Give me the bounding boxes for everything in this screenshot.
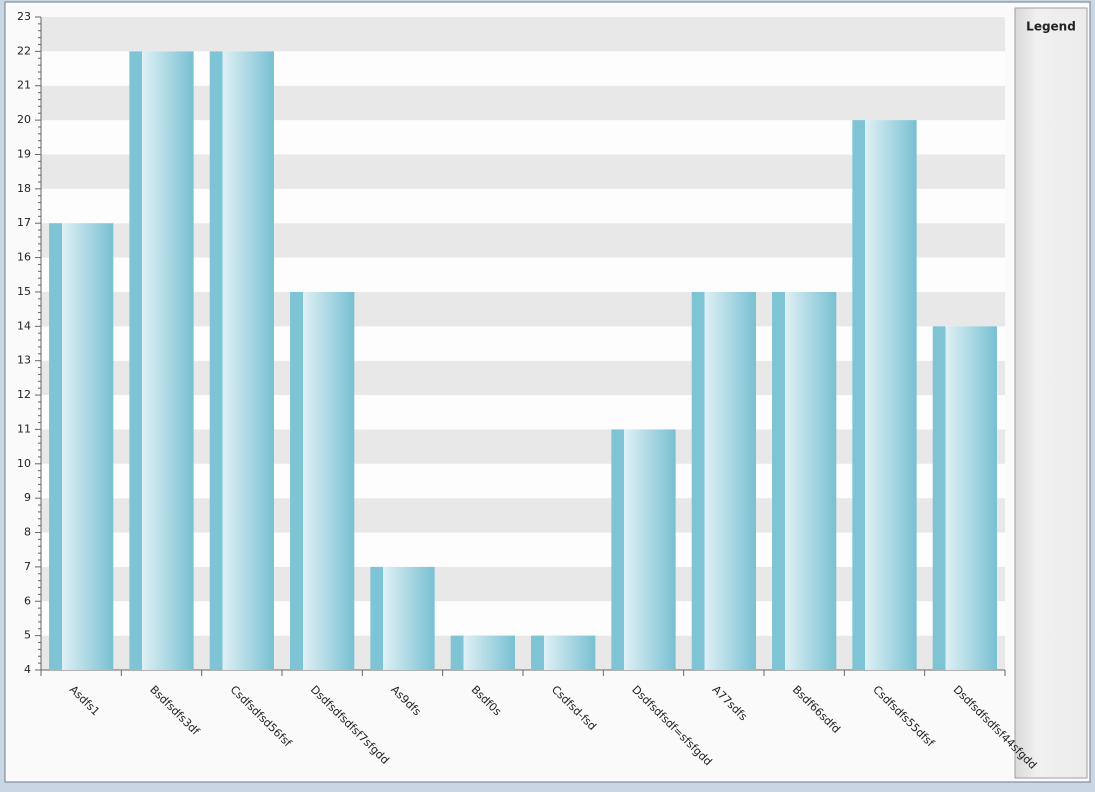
y-tick-label: 22 [17, 44, 31, 57]
y-tick-label: 14 [17, 319, 31, 332]
y-tick-label: 8 [24, 526, 31, 539]
y-tick-label: 16 [17, 251, 31, 264]
y-tick-label: 12 [17, 388, 31, 401]
grid-band [41, 85, 1005, 121]
grid-band [41, 326, 1005, 361]
y-tick-label: 13 [17, 354, 31, 367]
grid-band [41, 532, 1005, 567]
y-tick-label: 17 [17, 216, 31, 229]
grid-band [41, 635, 1005, 670]
y-tick-label: 11 [17, 422, 31, 435]
y-tick-label: 21 [17, 79, 31, 92]
grid-band [41, 223, 1005, 258]
bar [611, 429, 676, 670]
bar [129, 51, 194, 671]
grid-band [41, 429, 1005, 464]
bar [691, 291, 756, 670]
grid-band [41, 395, 1005, 430]
grid-band [41, 51, 1005, 86]
grid-band [41, 257, 1005, 292]
bar [852, 120, 917, 670]
grid-band [41, 498, 1005, 533]
y-tick-label: 19 [17, 147, 31, 160]
y-tick-label: 9 [24, 491, 31, 504]
bar [932, 326, 997, 670]
y-tick-label: 18 [17, 182, 31, 195]
legend-title: Legend [1026, 20, 1076, 34]
bar [450, 635, 515, 670]
bar [772, 291, 837, 670]
y-tick-label: 4 [24, 663, 31, 676]
y-tick-label: 15 [17, 285, 31, 298]
grid-band [41, 601, 1005, 636]
grid-band [41, 463, 1005, 499]
y-tick-label: 10 [17, 457, 31, 470]
grid-band [41, 17, 1005, 52]
grid-band [41, 120, 1005, 155]
grid-band [41, 291, 1005, 327]
y-tick-label: 20 [17, 113, 31, 126]
bar [370, 566, 435, 670]
bar [290, 291, 355, 670]
grid-band [41, 188, 1005, 224]
y-tick-label: 6 [24, 594, 31, 607]
bar [209, 51, 274, 671]
bar [49, 223, 114, 671]
bar [531, 635, 596, 670]
legend-panel [1014, 7, 1088, 779]
y-tick-label: 23 [17, 10, 31, 23]
y-tick-label: 7 [24, 560, 31, 573]
grid-band [41, 360, 1005, 396]
y-tick-label: 5 [24, 629, 31, 642]
grid-band [41, 566, 1005, 602]
grid-band [41, 154, 1005, 189]
